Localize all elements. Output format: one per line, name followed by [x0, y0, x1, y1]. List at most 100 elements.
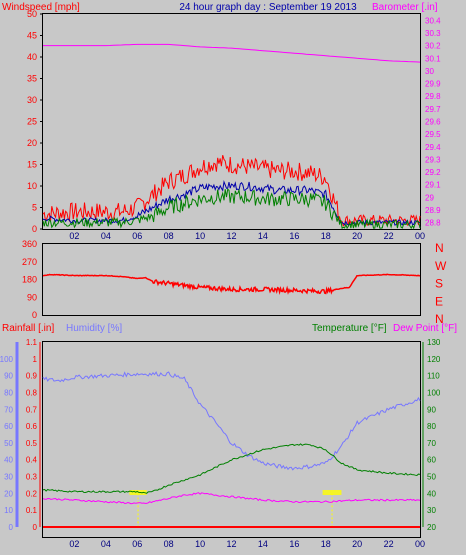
rainfall-y-tick: 0.2: [26, 489, 38, 498]
humidity-y-tick: 90: [4, 372, 13, 381]
baro-y-tick: 30.3: [425, 29, 441, 38]
wind-y-tick: 10: [27, 181, 37, 191]
humidity-y-tick: 100: [0, 355, 14, 364]
climate-x-tick: 00: [415, 539, 425, 549]
baro-y-tick: 30.2: [425, 42, 441, 51]
temperature-y-tick: 80: [427, 422, 436, 431]
sun-marker: [322, 490, 342, 495]
rainfall-y-tick: 0.1: [26, 506, 38, 515]
baro-y-tick: 29.5: [425, 130, 441, 139]
climate-panel: 010203040506070809010000.10.20.30.40.50.…: [0, 338, 441, 549]
dir-y-tick: 90: [27, 292, 37, 302]
temperature-y-tick: 60: [427, 456, 436, 465]
wind-panel: 0 5 10 15 20 25 30 35 40 45 50 28.8 28.9 29 29.1 29.2 29…: [27, 9, 441, 241]
baro-y-tick: 29.2: [425, 168, 441, 177]
baro-y-tick: 29.1: [425, 181, 441, 190]
humidity-y-tick: 80: [4, 388, 13, 397]
wind-y-tick: 40: [27, 52, 37, 62]
humidity-y-tick: 60: [4, 422, 13, 431]
compass-label: N: [435, 312, 444, 326]
rainfall-y-tick: 0.8: [26, 388, 38, 397]
wind-x-tick: 08: [164, 231, 174, 241]
climate-x-tick: 20: [352, 539, 362, 549]
wind-speed-line: [42, 188, 421, 230]
wind-y-tick: 45: [27, 31, 37, 41]
wind-x-tick: 20: [352, 231, 362, 241]
wind-direction-line: [43, 273, 421, 295]
baro-y-tick: 29.3: [425, 155, 441, 164]
wind-y-tick: 15: [27, 160, 37, 170]
dir-y-tick: 270: [22, 257, 37, 267]
humidity-y-tick: 40: [4, 456, 13, 465]
wind-y-tick: 35: [27, 74, 37, 84]
baro-y-tick: 29.9: [425, 80, 441, 89]
rainfall-axis-title: Rainfall [.in]: [2, 323, 54, 334]
dir-y-tick: 180: [22, 275, 37, 285]
wind-x-tick: 04: [101, 231, 111, 241]
baro-y-tick: 28.9: [425, 206, 441, 215]
wind-y-tick: 5: [32, 203, 37, 213]
climate-x-tick: 18: [321, 539, 331, 549]
climate-x-tick: 06: [132, 539, 142, 549]
barometer-axis-title: Barometer [.in]: [372, 2, 438, 13]
rainfall-y-tick: 0: [33, 523, 38, 532]
compass-label: N: [435, 241, 444, 255]
dir-y-tick: 0: [32, 310, 37, 320]
barometer-line: [43, 43, 421, 63]
wind-gust-line: [42, 155, 421, 227]
wind-x-tick: 18: [321, 231, 331, 241]
dewpoint-line: [42, 492, 421, 505]
compass-label: W: [435, 259, 447, 273]
wind-x-tick: 10: [195, 231, 205, 241]
humidity-line: [42, 371, 421, 471]
climate-x-tick: 10: [195, 539, 205, 549]
compass-label: S: [435, 277, 443, 291]
baro-y-tick: 28.8: [425, 219, 441, 228]
temperature-y-tick: 130: [427, 338, 441, 347]
temperature-y-tick: 90: [427, 405, 436, 414]
wind-average-line: [42, 180, 421, 226]
rainfall-y-tick: 0.7: [26, 405, 38, 414]
humidity-y-tick: 30: [4, 473, 13, 482]
wind-y-tick: 50: [27, 9, 37, 19]
temperature-y-tick: 20: [427, 523, 436, 532]
humidity-y-tick: 0: [9, 523, 14, 532]
windspeed-axis-title: Windspeed [mph]: [2, 2, 80, 13]
temperature-y-tick: 30: [427, 506, 436, 515]
wind-y-tick: 25: [27, 117, 37, 127]
climate-x-tick: 16: [289, 539, 299, 549]
rainfall-y-tick: 0.4: [26, 456, 38, 465]
rainfall-y-tick: 1: [33, 355, 38, 364]
rainfall-y-tick: 0.3: [26, 473, 38, 482]
wind-x-tick: 02: [69, 231, 79, 241]
climate-x-tick: 08: [164, 539, 174, 549]
rainfall-y-tick: 0.9: [26, 372, 38, 381]
dewpoint-axis-title: Dew Point [°F]: [393, 323, 457, 334]
rainfall-y-tick: 0.6: [26, 422, 38, 431]
baro-y-tick: 29.4: [425, 143, 441, 152]
temperature-y-tick: 70: [427, 439, 436, 448]
baro-y-tick: 30.4: [425, 16, 441, 25]
chart-title: 24 hour graph day : September 19 2013: [179, 2, 357, 13]
wind-y-tick: 0: [32, 224, 37, 234]
temperature-y-tick: 110: [427, 372, 440, 381]
wind-y-tick: 20: [27, 138, 37, 148]
temperature-y-tick: 50: [427, 473, 436, 482]
wind-x-tick: 00: [415, 231, 425, 241]
temperature-line: [42, 443, 421, 494]
humidity-y-tick: 20: [4, 489, 13, 498]
wind-x-tick: 06: [132, 231, 142, 241]
climate-x-tick: 04: [101, 539, 111, 549]
panel-frames: [42, 13, 421, 538]
baro-y-tick: 30: [425, 67, 434, 76]
temperature-y-tick: 40: [427, 489, 436, 498]
wind-x-tick: 16: [289, 231, 299, 241]
climate-panel-frame: [42, 341, 421, 538]
humidity-y-tick: 70: [4, 405, 13, 414]
baro-y-tick: 29.7: [425, 105, 441, 114]
compass-label: E: [435, 294, 443, 308]
baro-y-tick: 30.1: [425, 54, 441, 63]
wind-x-tick: 22: [384, 231, 394, 241]
